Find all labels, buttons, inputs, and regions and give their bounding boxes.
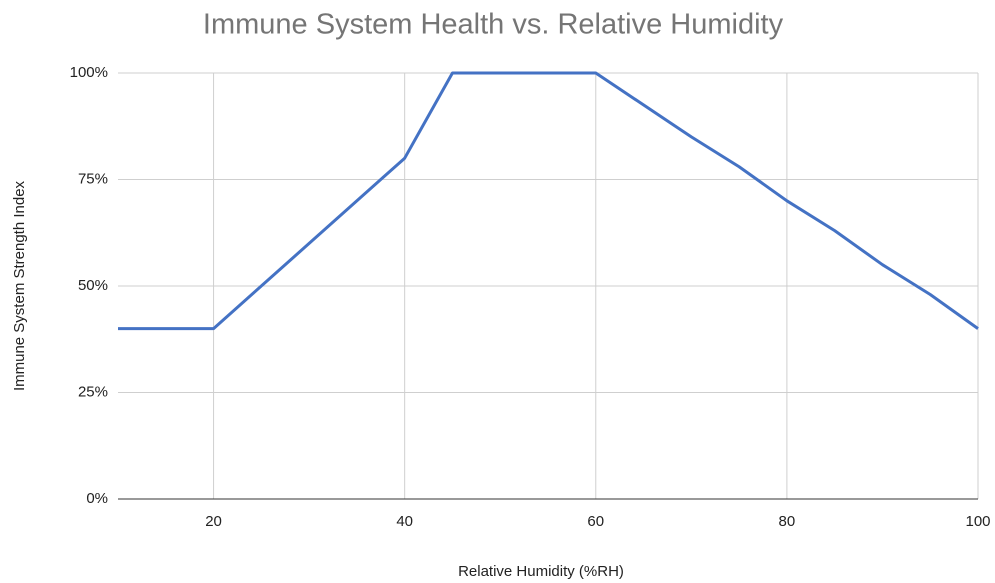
x-tick-label: 40 [396, 513, 413, 530]
y-tick-label: 25% [78, 383, 108, 400]
x-tick-label: 60 [587, 513, 604, 530]
y-axis-label: Immune System Strength Index [11, 180, 28, 391]
y-tick-label: 75% [78, 170, 108, 187]
x-axis-label: Relative Humidity (%RH) [458, 563, 624, 580]
y-tick-label: 50% [78, 277, 108, 294]
x-tick-label: 100 [965, 513, 990, 530]
chart-title: Immune System Health vs. Relative Humidi… [203, 9, 784, 41]
x-tick-label: 20 [205, 513, 222, 530]
data-line [118, 71, 979, 331]
x-tick-label: 80 [779, 513, 796, 530]
y-tick-label: 100% [70, 64, 108, 81]
y-tick-label: 0% [86, 490, 108, 507]
